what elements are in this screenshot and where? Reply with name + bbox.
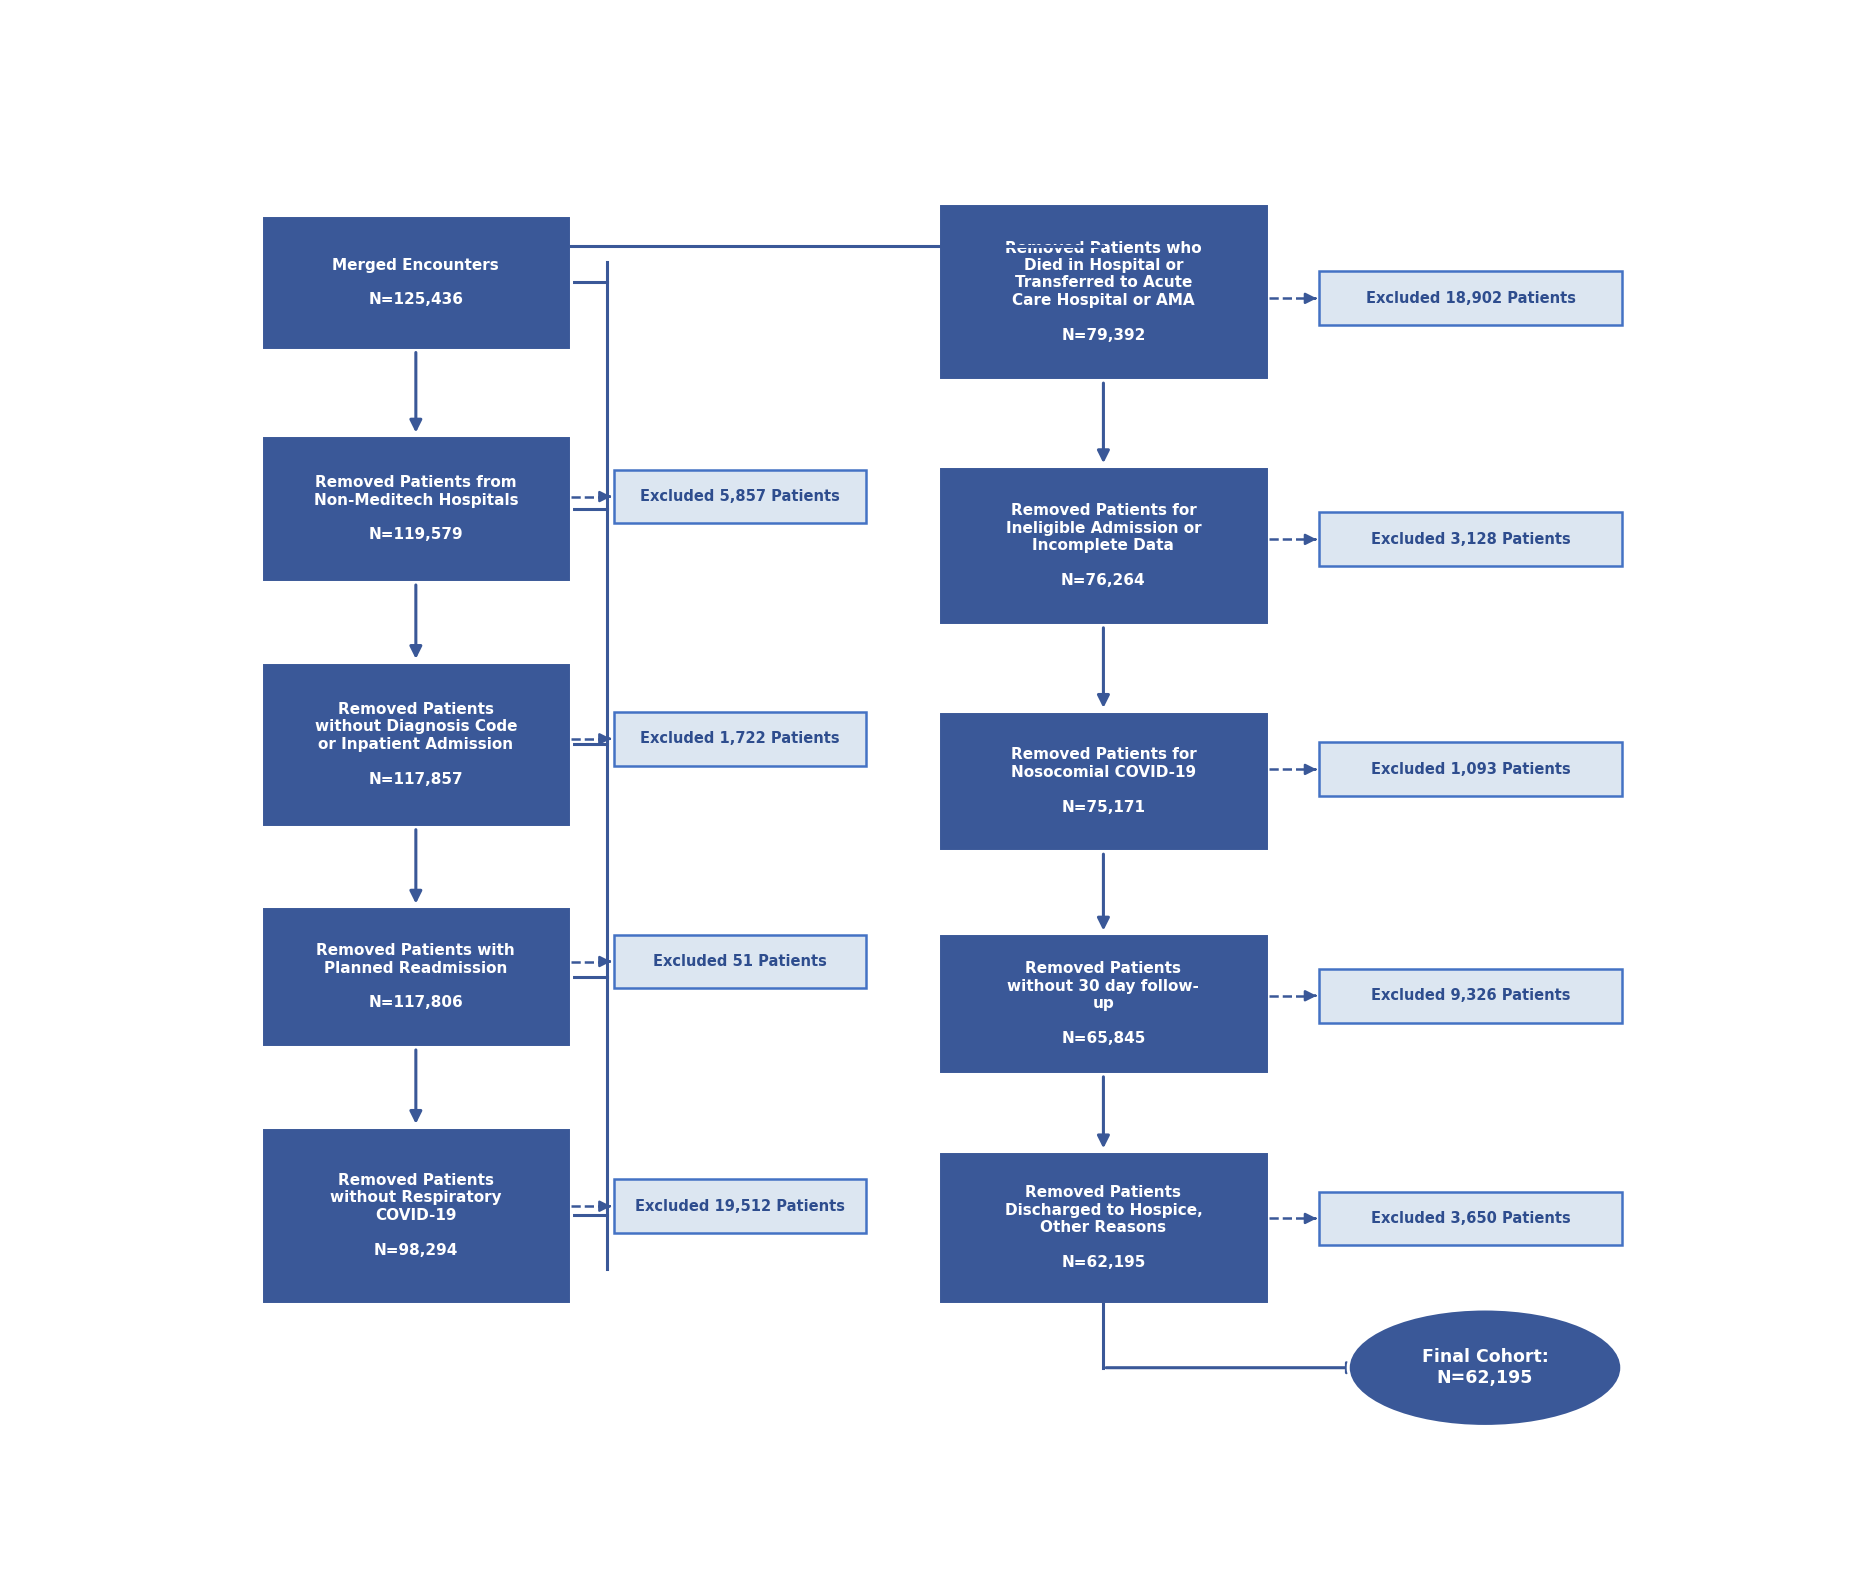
Text: Removed Patients
without Respiratory
COVID-19

N=98,294: Removed Patients without Respiratory COV… [331,1173,501,1257]
Text: Excluded 51 Patients: Excluded 51 Patients [652,953,826,969]
Text: Excluded 5,857 Patients: Excluded 5,857 Patients [639,489,839,504]
Text: Merged Encounters

N=125,436: Merged Encounters N=125,436 [332,257,500,307]
Text: Excluded 3,128 Patients: Excluded 3,128 Patients [1370,532,1569,547]
Text: Removed Patients
Discharged to Hospice,
Other Reasons

N=62,195: Removed Patients Discharged to Hospice, … [1005,1185,1201,1270]
FancyBboxPatch shape [260,661,570,826]
Text: Excluded 19,512 Patients: Excluded 19,512 Patients [635,1198,845,1214]
FancyBboxPatch shape [938,933,1268,1074]
FancyBboxPatch shape [1318,272,1621,326]
Text: Removed Patients with
Planned Readmission

N=117,806: Removed Patients with Planned Readmissio… [316,944,514,1011]
Text: Removed Patients for
Nosocomial COVID-19

N=75,171: Removed Patients for Nosocomial COVID-19… [1010,747,1196,815]
FancyBboxPatch shape [613,470,865,523]
Text: Final Cohort:
N=62,195: Final Cohort: N=62,195 [1421,1349,1547,1387]
Text: Excluded 3,650 Patients: Excluded 3,650 Patients [1370,1211,1569,1227]
FancyBboxPatch shape [938,466,1268,624]
FancyBboxPatch shape [938,710,1268,852]
FancyBboxPatch shape [1318,1192,1621,1246]
FancyBboxPatch shape [1318,742,1621,796]
Ellipse shape [1348,1309,1621,1427]
Text: Excluded 1,722 Patients: Excluded 1,722 Patients [639,731,839,747]
Text: Removed Patients for
Ineligible Admission or
Incomplete Data

N=76,264: Removed Patients for Ineligible Admissio… [1005,504,1201,588]
Text: Excluded 9,326 Patients: Excluded 9,326 Patients [1370,988,1569,1003]
FancyBboxPatch shape [1318,969,1621,1023]
Text: Removed Patients who
Died in Hospital or
Transferred to Acute
Care Hospital or A: Removed Patients who Died in Hospital or… [1005,240,1201,343]
FancyBboxPatch shape [260,906,570,1047]
Text: Removed Patients from
Non-Meditech Hospitals

N=119,579: Removed Patients from Non-Meditech Hospi… [314,475,518,542]
FancyBboxPatch shape [1318,513,1621,566]
Text: Removed Patients
without Diagnosis Code
or Inpatient Admission

N=117,857: Removed Patients without Diagnosis Code … [314,702,516,787]
Text: Removed Patients
without 30 day follow-
up

N=65,845: Removed Patients without 30 day follow- … [1006,961,1200,1046]
FancyBboxPatch shape [260,435,570,582]
FancyBboxPatch shape [260,1127,570,1305]
FancyBboxPatch shape [260,215,570,350]
FancyBboxPatch shape [938,203,1268,380]
FancyBboxPatch shape [613,712,865,766]
FancyBboxPatch shape [938,1150,1268,1305]
Text: Excluded 18,902 Patients: Excluded 18,902 Patients [1365,291,1575,305]
Text: Excluded 1,093 Patients: Excluded 1,093 Patients [1370,761,1569,777]
FancyBboxPatch shape [613,934,865,988]
FancyBboxPatch shape [613,1179,865,1233]
